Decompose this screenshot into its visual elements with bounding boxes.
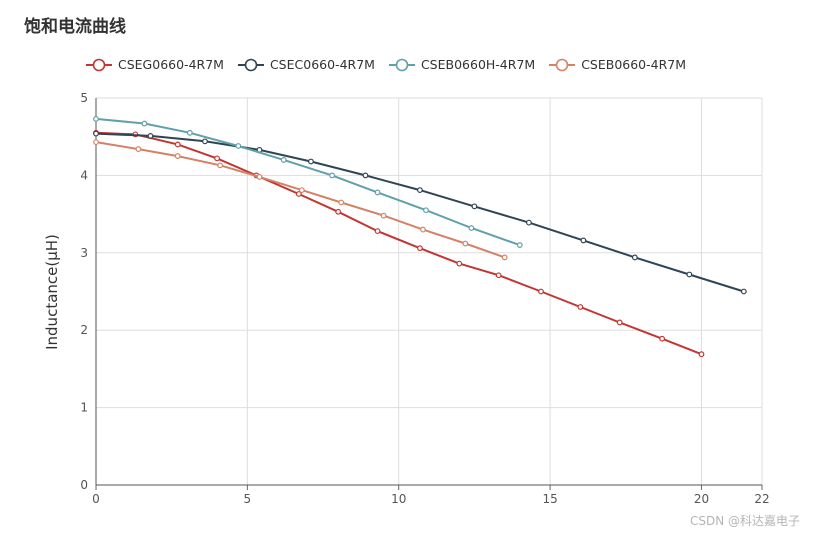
- legend-label: CSEB0660-4R7M: [581, 57, 687, 72]
- data-point[interactable]: [335, 208, 342, 215]
- data-point[interactable]: [93, 139, 99, 146]
- legend-swatch-icon: [237, 58, 264, 71]
- grid-lines: [95, 97, 763, 486]
- data-point[interactable]: [698, 351, 705, 358]
- chart-title: 饱和电流曲线: [24, 17, 126, 37]
- y-tick-label: 5: [80, 91, 88, 105]
- legend-label: CSEB0660H-4R7M: [420, 57, 536, 72]
- data-point[interactable]: [516, 242, 523, 248]
- data-point[interactable]: [526, 219, 532, 226]
- x-tick-label: 20: [694, 492, 709, 506]
- data-point[interactable]: [417, 187, 423, 194]
- data-point[interactable]: [380, 212, 387, 219]
- data-point[interactable]: [631, 254, 638, 261]
- data-point[interactable]: [93, 115, 99, 122]
- legend-label: CSEG0660-4R7M: [118, 57, 224, 72]
- data-point[interactable]: [686, 271, 693, 278]
- x-tick-label: 15: [542, 492, 557, 506]
- y-tick-label: 0: [80, 478, 88, 492]
- legend-swatch-icon: [86, 58, 112, 71]
- data-point[interactable]: [93, 130, 99, 137]
- data-point[interactable]: [174, 141, 181, 148]
- x-tick-label: 5: [244, 492, 252, 506]
- data-point[interactable]: [202, 138, 208, 145]
- data-point[interactable]: [235, 143, 242, 149]
- data-point[interactable]: [174, 153, 181, 159]
- axes: 0 1 2 3 4 5 0 5 10 15 20 22: [80, 91, 769, 506]
- y-tick-label: 3: [80, 246, 88, 260]
- y-tick-label: 2: [80, 323, 88, 337]
- data-point[interactable]: [298, 187, 305, 194]
- legend-swatch-icon: [388, 58, 415, 71]
- data-point[interactable]: [374, 228, 381, 235]
- data-point[interactable]: [295, 191, 302, 197]
- x-tick-label: 22: [754, 492, 769, 506]
- data-point[interactable]: [420, 226, 426, 233]
- data-point[interactable]: [577, 304, 584, 310]
- data-point[interactable]: [580, 237, 587, 244]
- data-point[interactable]: [462, 240, 469, 247]
- data-point[interactable]: [740, 288, 747, 295]
- data-point[interactable]: [308, 158, 314, 165]
- data-point[interactable]: [456, 260, 463, 267]
- data-point[interactable]: [186, 129, 193, 136]
- legend-item[interactable]: CSEB0660-4R7M: [549, 57, 686, 72]
- data-point[interactable]: [338, 199, 345, 206]
- x-tick-label: 0: [92, 492, 100, 506]
- data-point[interactable]: [147, 133, 154, 139]
- data-point[interactable]: [659, 335, 665, 342]
- series-CSEC0660-4R7M: [93, 130, 747, 295]
- series-line: [95, 117, 521, 247]
- y-axis-label: Inductance(μH): [43, 234, 61, 350]
- legend-item[interactable]: CSEB0660H-4R7M: [388, 57, 536, 72]
- series-line: [95, 131, 702, 356]
- data-point[interactable]: [256, 174, 263, 180]
- data-point[interactable]: [374, 189, 381, 196]
- data-point[interactable]: [495, 272, 502, 279]
- y-tick-label: 4: [80, 168, 88, 182]
- series-CSEB0660H-4R7M: [93, 115, 523, 248]
- legend-item[interactable]: CSEG0660-4R7M: [86, 57, 224, 72]
- series-CSEB0660-4R7M: [93, 139, 508, 261]
- data-point[interactable]: [538, 288, 544, 295]
- data-point[interactable]: [329, 172, 336, 179]
- legend-swatch-icon: [549, 58, 576, 71]
- data-point[interactable]: [135, 146, 142, 152]
- data-point[interactable]: [417, 245, 423, 252]
- legend: CSEG0660-4R7M CSEC0660-4R7M CSEB0660H-4R7M…: [86, 57, 700, 72]
- data-point[interactable]: [423, 207, 429, 214]
- legend-label: CSEC0660-4R7M: [269, 57, 375, 72]
- data-point[interactable]: [214, 155, 220, 162]
- y-tick-label: 1: [80, 401, 88, 415]
- legend-item[interactable]: CSEC0660-4R7M: [237, 57, 375, 72]
- data-point[interactable]: [280, 157, 287, 163]
- data-point[interactable]: [501, 254, 508, 261]
- data-point[interactable]: [141, 120, 148, 127]
- data-point[interactable]: [616, 319, 623, 326]
- series-layer: [93, 115, 747, 358]
- data-point[interactable]: [468, 225, 475, 231]
- data-point[interactable]: [362, 172, 369, 179]
- data-point[interactable]: [217, 162, 224, 169]
- x-tick-label: 10: [391, 492, 406, 506]
- data-point[interactable]: [471, 203, 478, 210]
- watermark: CSDN @科达嘉电子: [689, 514, 800, 528]
- series-line: [95, 132, 745, 293]
